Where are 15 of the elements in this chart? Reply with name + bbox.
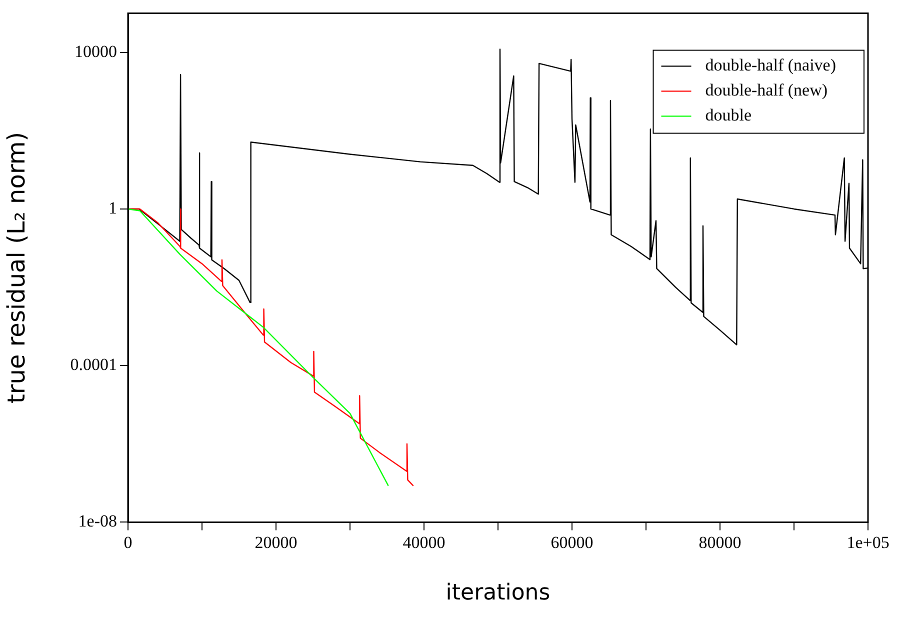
legend-label: double: [705, 106, 752, 125]
y-tick-label: 1: [108, 198, 117, 218]
legend-label: double-half (naive): [705, 56, 836, 75]
y-tick-label: 10000: [74, 42, 117, 61]
x-tick-label: 20000: [254, 532, 298, 552]
y-tick-label: 1e-08: [78, 512, 117, 531]
x-tick-label: 0: [124, 532, 132, 552]
y-axis-title: true residual (L₂ norm): [2, 132, 31, 404]
x-tick-label: 40000: [402, 532, 446, 552]
x-axis-title: iterations: [446, 580, 550, 606]
y-tick-label: 0.0001: [70, 355, 117, 374]
legend-label: double-half (new): [705, 80, 828, 100]
x-tick-label: 1e+05: [846, 532, 890, 552]
x-tick-label: 60000: [550, 532, 594, 552]
x-tick-label: 80000: [698, 532, 742, 552]
